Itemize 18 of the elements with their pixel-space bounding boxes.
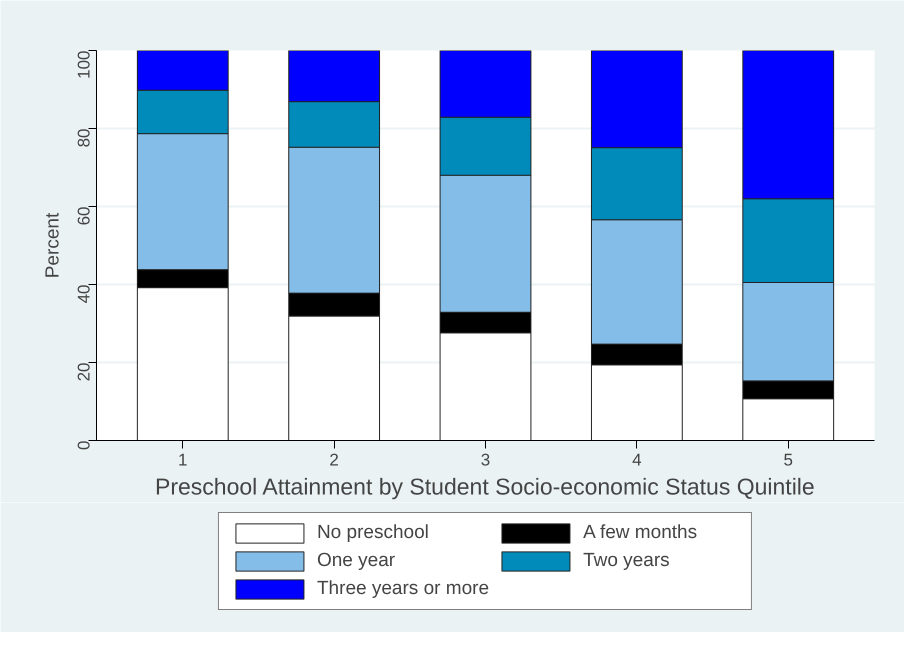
x-tick-label: 1 <box>178 450 188 470</box>
y-tick-label: 0 <box>74 440 94 450</box>
legend-label: A few months <box>583 522 698 544</box>
y-tick-label: 60 <box>74 206 94 226</box>
x-axis-title: Preschool Attainment by Student Socio-economic Status Quintile <box>155 474 815 500</box>
y-axis-title: Percent <box>42 212 64 278</box>
x-tick-label: 2 <box>329 450 339 470</box>
legend-label: No preschool <box>316 522 430 544</box>
legend-label: One year <box>316 550 396 572</box>
legend-label: Two years <box>583 550 671 572</box>
x-tick-label: 4 <box>632 450 642 470</box>
x-tick-label: 5 <box>783 450 793 470</box>
y-tick-label: 20 <box>74 362 94 382</box>
y-tick-label: 80 <box>74 128 94 148</box>
x-tick-label: 3 <box>480 450 490 470</box>
y-tick-label: 100 <box>74 50 94 79</box>
y-tick-label: 40 <box>74 284 94 304</box>
legend-label: Three years or more <box>316 578 490 600</box>
